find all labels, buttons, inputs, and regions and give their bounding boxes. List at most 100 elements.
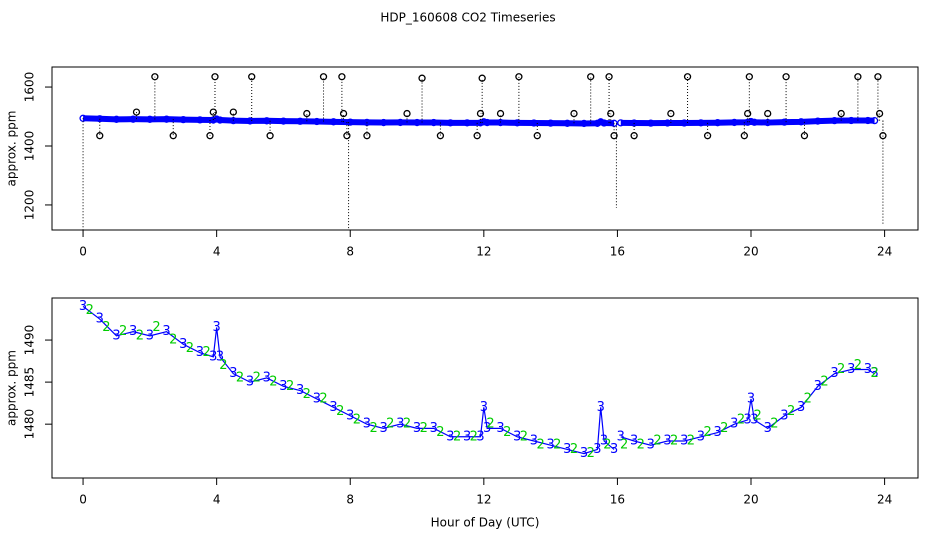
point bbox=[403, 109, 411, 118]
point bbox=[546, 119, 555, 127]
point: 2 bbox=[703, 425, 711, 440]
point: 2 bbox=[754, 408, 762, 423]
point bbox=[296, 117, 304, 125]
point: 2 bbox=[119, 324, 127, 339]
point: 3 bbox=[647, 438, 655, 453]
point: 3 bbox=[313, 391, 321, 406]
point bbox=[169, 132, 177, 140]
point: 3 bbox=[713, 425, 721, 440]
series bbox=[82, 118, 884, 230]
point bbox=[854, 73, 862, 81]
point bbox=[744, 109, 752, 118]
series bbox=[96, 73, 887, 140]
point bbox=[730, 118, 738, 127]
point bbox=[782, 73, 790, 81]
point: 2 bbox=[436, 425, 444, 440]
point: 3 bbox=[112, 328, 120, 343]
point: 3 bbox=[229, 366, 237, 381]
point: 3 bbox=[797, 400, 805, 415]
x-axis-label: Hour of Day (UTC) bbox=[431, 516, 540, 530]
point bbox=[213, 115, 221, 123]
series-line bbox=[82, 305, 615, 455]
point: 2 bbox=[570, 442, 578, 457]
point: 2 bbox=[202, 345, 210, 360]
x-tick-label: 16 bbox=[610, 493, 625, 507]
point: 3 bbox=[79, 299, 87, 314]
point: 3 bbox=[476, 429, 484, 444]
point: 2 bbox=[303, 387, 311, 402]
point bbox=[600, 119, 608, 127]
point: 2 bbox=[369, 421, 377, 436]
point bbox=[343, 132, 351, 140]
point bbox=[112, 115, 121, 123]
point: 2 bbox=[486, 417, 494, 432]
point: 3 bbox=[830, 366, 838, 381]
point: 2 bbox=[737, 412, 745, 427]
x-tick-label: 0 bbox=[79, 493, 87, 507]
point: 3 bbox=[610, 442, 618, 457]
point bbox=[587, 73, 595, 81]
point bbox=[396, 118, 404, 127]
point bbox=[713, 119, 722, 127]
point bbox=[338, 73, 346, 81]
point: 3 bbox=[513, 429, 521, 444]
point: 2 bbox=[386, 417, 394, 432]
point: 3 bbox=[480, 400, 488, 415]
point: 3 bbox=[780, 408, 788, 423]
point bbox=[266, 132, 274, 140]
point: 3 bbox=[730, 417, 738, 432]
point: 2 bbox=[587, 446, 595, 461]
x-tick-label: 12 bbox=[476, 245, 491, 259]
point: 3 bbox=[216, 349, 224, 364]
point bbox=[473, 132, 481, 140]
x-tick-label: 20 bbox=[743, 493, 758, 507]
point: 3 bbox=[246, 375, 254, 390]
point: 3 bbox=[196, 345, 204, 360]
point bbox=[209, 108, 217, 116]
point bbox=[875, 109, 884, 118]
point bbox=[151, 73, 159, 81]
point: 3 bbox=[363, 417, 371, 432]
point: 2 bbox=[787, 404, 795, 419]
point: 3 bbox=[446, 429, 454, 444]
point bbox=[229, 108, 237, 116]
point bbox=[132, 108, 141, 116]
point bbox=[513, 119, 521, 127]
point: 2 bbox=[653, 433, 661, 448]
point bbox=[683, 73, 692, 81]
point bbox=[605, 73, 613, 81]
point: 3 bbox=[463, 429, 471, 444]
point: 2 bbox=[253, 370, 261, 385]
x-tick-label: 16 bbox=[610, 245, 625, 259]
point: 2 bbox=[553, 438, 561, 453]
point: 3 bbox=[162, 324, 170, 339]
point bbox=[379, 118, 388, 127]
point: 3 bbox=[530, 433, 538, 448]
plot-frame bbox=[51, 66, 919, 231]
point: 3 bbox=[296, 383, 304, 398]
point bbox=[463, 119, 471, 127]
point bbox=[303, 109, 311, 118]
y-tick-label: 1200 bbox=[23, 190, 37, 221]
point: 3 bbox=[279, 379, 287, 394]
plot-frame bbox=[51, 297, 919, 479]
point: 2 bbox=[336, 404, 344, 419]
x-tick-label: 24 bbox=[877, 493, 892, 507]
point: 3 bbox=[396, 417, 404, 432]
point bbox=[436, 132, 445, 140]
point bbox=[319, 73, 328, 81]
point bbox=[313, 117, 321, 126]
point bbox=[478, 74, 486, 82]
point: 3 bbox=[663, 433, 671, 448]
point: 3 bbox=[213, 320, 221, 335]
point: 2 bbox=[854, 358, 862, 373]
point bbox=[764, 109, 772, 118]
point: 2 bbox=[637, 438, 645, 453]
point bbox=[211, 73, 219, 81]
point: 3 bbox=[563, 442, 571, 457]
point: 3 bbox=[496, 421, 504, 436]
point: 3 bbox=[413, 421, 421, 436]
point: 2 bbox=[286, 379, 294, 394]
x-tick-label: 8 bbox=[346, 493, 354, 507]
